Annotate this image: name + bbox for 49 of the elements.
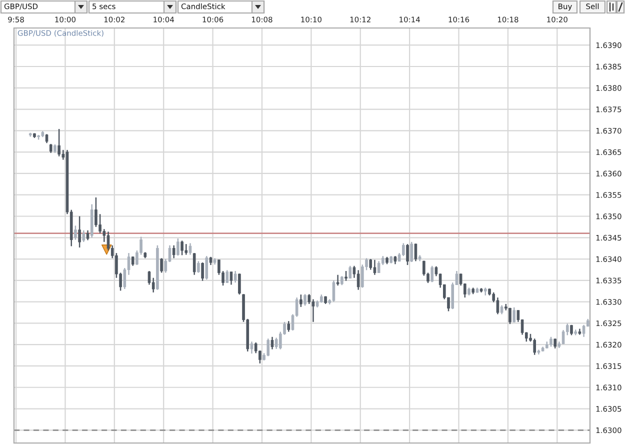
candlestick [300,294,302,308]
candlestick [266,338,270,357]
candlestick [496,296,500,315]
candlestick [533,338,536,356]
candlestick [274,337,278,350]
candlestick [74,225,77,240]
candlestick [554,338,556,350]
candlestick [201,262,204,282]
candlestick [205,255,208,280]
candlestick [508,307,512,325]
candlestick [356,270,360,290]
candlestick [512,306,516,323]
candlestick [192,252,196,276]
candlestick [176,238,180,256]
candlestick [369,258,372,270]
candlestick [377,260,380,274]
candlestick [226,270,229,284]
candlestick [582,324,586,338]
candlestick [82,230,86,243]
candlestick [238,272,241,296]
candlestick [86,230,90,241]
candlestick [234,270,237,284]
candlestick [336,274,340,286]
candlestick [58,128,60,157]
candlestick [287,320,290,332]
candlestick [308,293,311,305]
candlestick [197,260,200,274]
candlestick [94,196,98,228]
candlestick [180,240,184,256]
candlestick [332,280,336,302]
candlestick [430,265,434,283]
candlestick [550,336,552,348]
candlestick [160,258,163,274]
candlestick [98,213,102,234]
candlestick [562,329,565,345]
candlestick [188,242,192,256]
candlestick [344,270,348,282]
candlestick [304,293,306,306]
candlestick [270,336,274,350]
candlestick [414,243,418,262]
candlestick [148,270,151,286]
candlestick [312,298,315,323]
candlestick [172,244,176,259]
candlestick [410,241,414,263]
candlestick [348,265,352,279]
candlestick [184,243,188,256]
candlestick [406,243,409,266]
candlestick [361,264,364,288]
candlestick [78,216,81,248]
